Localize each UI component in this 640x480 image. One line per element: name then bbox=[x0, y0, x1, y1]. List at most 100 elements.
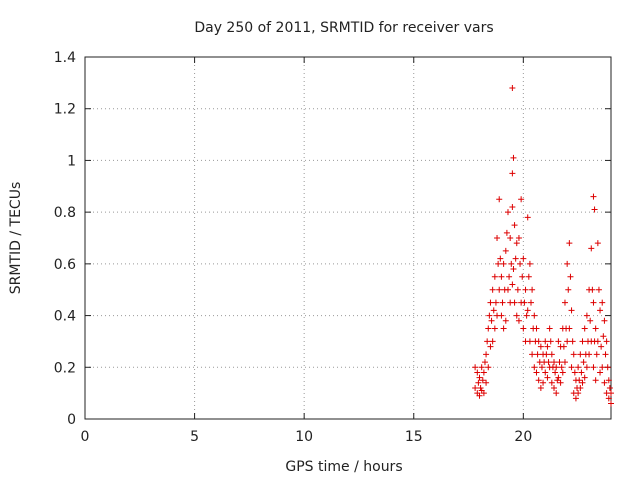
y-tick-label: 0 bbox=[67, 412, 76, 428]
data-point bbox=[564, 338, 571, 345]
data-point bbox=[472, 384, 479, 391]
data-point bbox=[509, 281, 516, 288]
plot-frame bbox=[84, 56, 612, 420]
data-point bbox=[545, 359, 552, 366]
data-point bbox=[531, 312, 538, 319]
data-point bbox=[588, 245, 595, 252]
data-point bbox=[570, 351, 577, 358]
data-point bbox=[479, 377, 486, 384]
data-point bbox=[476, 374, 483, 381]
data-point bbox=[491, 325, 498, 332]
data-point bbox=[490, 307, 497, 314]
data-point bbox=[579, 338, 586, 345]
data-point bbox=[515, 235, 522, 241]
data-point bbox=[577, 351, 584, 358]
data-point bbox=[551, 384, 558, 391]
data-point bbox=[510, 266, 517, 273]
data-point bbox=[515, 317, 522, 324]
x-tick-label: 5 bbox=[190, 429, 199, 445]
data-point bbox=[553, 390, 560, 397]
data-point bbox=[590, 364, 597, 371]
data-point bbox=[591, 206, 598, 213]
data-point bbox=[606, 384, 613, 391]
data-point bbox=[555, 338, 562, 345]
data-point bbox=[513, 240, 520, 247]
data-point bbox=[565, 286, 572, 293]
data-point bbox=[506, 273, 513, 280]
data-point bbox=[534, 351, 541, 358]
data-point bbox=[529, 351, 536, 358]
data-point bbox=[480, 369, 487, 376]
data-point bbox=[581, 374, 588, 381]
data-point bbox=[576, 377, 583, 384]
data-point bbox=[486, 312, 493, 319]
data-point bbox=[566, 325, 573, 332]
data-point bbox=[504, 286, 511, 293]
data-point bbox=[597, 369, 604, 376]
data-point bbox=[485, 325, 492, 332]
data-point bbox=[556, 359, 563, 366]
data-point bbox=[547, 338, 554, 345]
data-point bbox=[526, 260, 533, 267]
data-point bbox=[509, 203, 516, 210]
data-point bbox=[608, 400, 614, 407]
data-point bbox=[498, 273, 505, 280]
data-point bbox=[520, 255, 527, 262]
data-point bbox=[528, 299, 535, 306]
data-point bbox=[600, 333, 607, 340]
y-tick-label: 1 bbox=[67, 153, 76, 169]
data-point bbox=[605, 395, 612, 402]
data-point bbox=[483, 351, 490, 358]
data-point bbox=[552, 369, 559, 376]
data-point bbox=[519, 273, 526, 280]
data-point bbox=[511, 222, 518, 229]
data-point bbox=[568, 307, 575, 314]
data-point bbox=[583, 312, 590, 319]
data-point bbox=[474, 369, 481, 376]
data-point bbox=[502, 317, 509, 324]
data-point bbox=[485, 364, 492, 371]
data-point bbox=[604, 364, 611, 371]
data-point bbox=[531, 364, 538, 371]
data-point bbox=[569, 338, 576, 345]
data-point bbox=[480, 390, 487, 397]
data-point bbox=[542, 338, 549, 345]
data-point bbox=[489, 338, 496, 345]
data-point bbox=[472, 364, 479, 371]
data-point bbox=[537, 384, 544, 391]
x-tick-label: 20 bbox=[514, 429, 532, 445]
data-point bbox=[538, 364, 545, 371]
data-point bbox=[546, 325, 553, 332]
data-point bbox=[475, 379, 482, 386]
data-point bbox=[568, 364, 575, 371]
data-point bbox=[495, 260, 502, 267]
data-point bbox=[504, 209, 511, 216]
data-point bbox=[577, 384, 584, 391]
data-point bbox=[608, 390, 614, 397]
data-point bbox=[492, 299, 499, 306]
data-point bbox=[522, 286, 529, 293]
data-point bbox=[540, 379, 547, 386]
data-point bbox=[523, 312, 530, 319]
data-point bbox=[512, 255, 519, 262]
data-point bbox=[521, 299, 528, 306]
data-point bbox=[599, 299, 606, 306]
data-point bbox=[508, 260, 515, 267]
y-tick-label: 0.8 bbox=[54, 205, 76, 221]
x-tick-label: 0 bbox=[81, 429, 90, 445]
data-point bbox=[496, 286, 503, 293]
data-point bbox=[496, 196, 503, 203]
data-point bbox=[489, 286, 496, 293]
data-point bbox=[510, 154, 517, 161]
data-point bbox=[500, 260, 507, 267]
data-point bbox=[511, 299, 518, 306]
data-point bbox=[500, 325, 507, 332]
data-point bbox=[481, 359, 488, 366]
data-point bbox=[529, 286, 536, 293]
data-point bbox=[590, 299, 597, 306]
data-point bbox=[594, 338, 601, 345]
data-point bbox=[597, 307, 604, 314]
data-point bbox=[524, 214, 531, 221]
data-point bbox=[567, 273, 574, 280]
data-point bbox=[503, 229, 510, 236]
